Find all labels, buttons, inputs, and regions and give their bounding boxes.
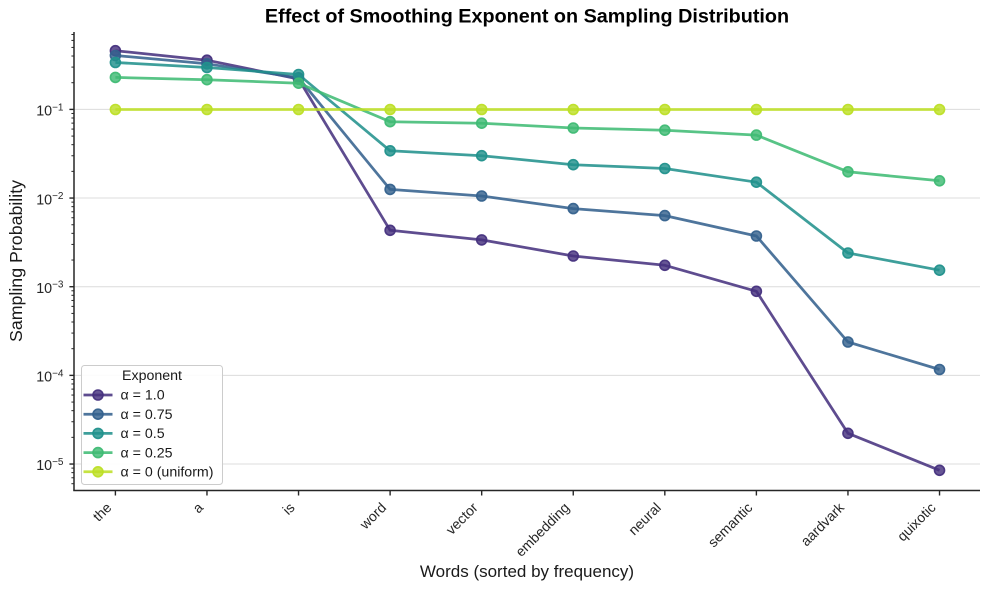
svg-text:α = 0.5: α = 0.5 [121, 426, 165, 442]
svg-text:α = 0.75: α = 0.75 [121, 407, 173, 423]
svg-text:Sampling Probability: Sampling Probability [6, 180, 26, 342]
svg-text:α = 0.25: α = 0.25 [121, 445, 173, 461]
svg-text:Exponent: Exponent [122, 368, 182, 384]
svg-text:α = 0 (uniform): α = 0 (uniform) [121, 465, 214, 481]
svg-text:Effect of Smoothing Exponent o: Effect of Smoothing Exponent on Sampling… [265, 5, 789, 27]
svg-text:α = 1.0: α = 1.0 [121, 388, 165, 404]
svg-text:Words (sorted by frequency): Words (sorted by frequency) [420, 562, 634, 581]
